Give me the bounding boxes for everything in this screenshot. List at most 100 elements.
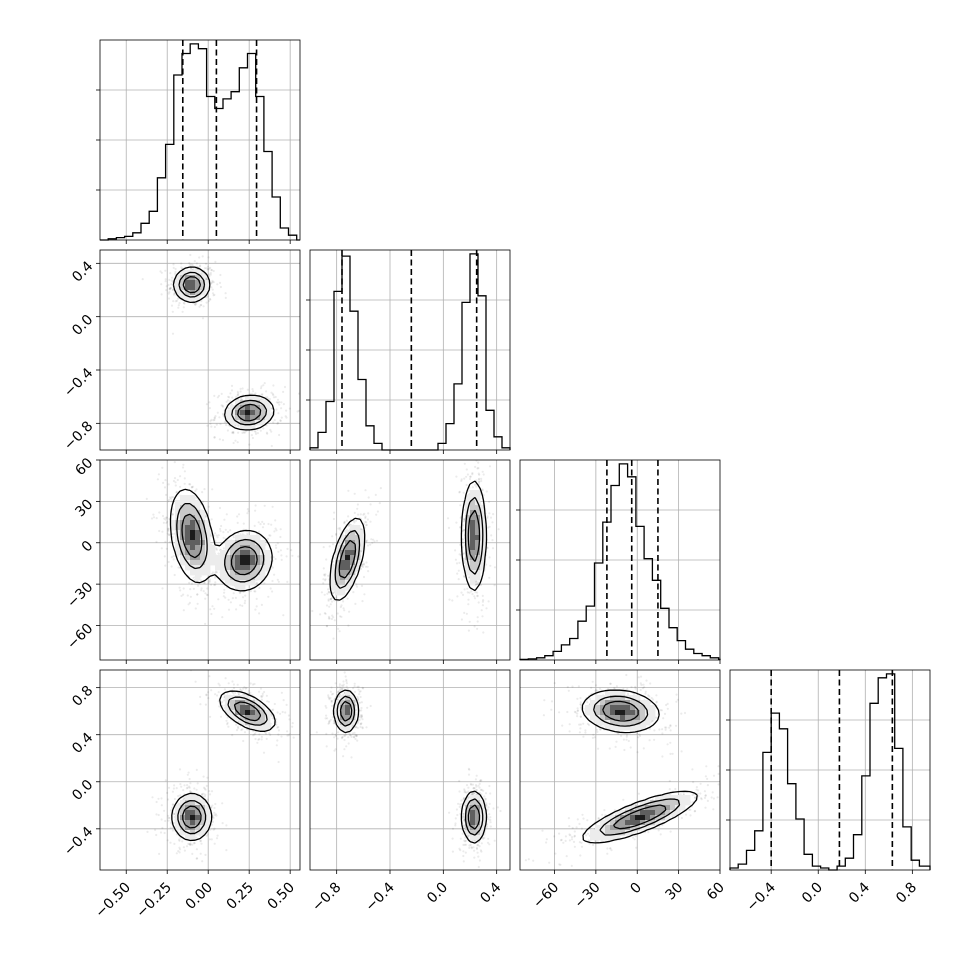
pair-1-density-cell: [180, 560, 186, 566]
pair-2-point: [369, 520, 372, 523]
pair-4-point: [470, 846, 473, 849]
pair-0-point: [181, 310, 184, 313]
pair-2-point: [369, 503, 372, 506]
pair-5-point: [613, 686, 616, 689]
pair-3-point: [286, 734, 289, 737]
pair-2-point: [463, 552, 466, 555]
pair-0-density-cell: [250, 400, 256, 406]
pair-2-point: [330, 600, 334, 603]
pair-2-point: [481, 600, 484, 603]
pair-3-point: [265, 694, 268, 697]
pair-2-point: [462, 541, 465, 544]
pair-0-point: [167, 292, 170, 295]
pair-2-point: [490, 534, 493, 537]
pair-2-density-cell: [345, 550, 351, 556]
pair-0-point: [210, 425, 213, 428]
pair-2-density-cell: [470, 515, 476, 521]
pair-2-density-cell: [465, 530, 471, 536]
pair-1-density-cell: [175, 510, 181, 516]
pair-5-point: [669, 724, 672, 727]
pair-2-point: [348, 610, 351, 613]
pair-0-point: [195, 302, 198, 305]
pair-2-point: [477, 581, 480, 584]
pair-2-density-cell: [335, 565, 341, 571]
pair-1-point: [166, 532, 169, 535]
pair-1-point: [270, 523, 273, 526]
pair-0-density-cell: [240, 420, 246, 426]
pair-2-density-cell: [340, 570, 346, 576]
pair-0-frame: [99, 249, 301, 451]
pair-3-point: [196, 782, 199, 785]
pair-0-point: [230, 384, 234, 387]
pair-2-density-cell: [465, 525, 471, 531]
pair-2-point: [463, 462, 466, 465]
pair-2-point: [467, 629, 470, 632]
pair-0-point: [198, 265, 202, 268]
pair-4-point: [337, 731, 340, 734]
pair-3-point: [258, 733, 261, 736]
pair-1-point: [197, 584, 200, 587]
pair-1-point: [176, 478, 179, 482]
pair-2-point: [366, 539, 369, 542]
pair-1-density-cell: [225, 540, 231, 546]
pair-5-point: [550, 708, 553, 711]
pair-4-density-cell: [475, 805, 481, 811]
pair-3-point: [270, 714, 273, 718]
pair-4-point: [459, 803, 462, 806]
pair-1-density-cell: [235, 540, 241, 546]
pair-1-point: [215, 534, 218, 537]
pair-4-point: [345, 745, 348, 748]
pair-0-point: [218, 281, 222, 284]
pair-2-density-cell: [345, 565, 351, 571]
pair-3-point: [265, 732, 268, 735]
pair-2-point: [367, 512, 370, 515]
pair-3-point: [163, 831, 166, 835]
pair-4-density-cell: [470, 810, 476, 816]
pair-4-point: [484, 792, 488, 795]
pair-0-point: [160, 293, 163, 296]
pair-4-point: [485, 825, 489, 828]
pair-2-point: [446, 517, 450, 520]
pair-4-point: [356, 726, 359, 729]
pair-0-point: [280, 407, 283, 410]
pair-1-point: [263, 504, 266, 507]
pair-4-point: [353, 731, 356, 734]
pair-1-density-cell: [200, 560, 206, 566]
pair-2-point: [357, 513, 360, 516]
pair-2-density-cell: [350, 535, 356, 541]
pair-2-density-cell: [480, 555, 486, 561]
pair-1-density-cell: [255, 575, 261, 581]
pair-3-point: [178, 851, 181, 854]
pair-0-density-cell: [255, 395, 261, 401]
pair-3-point: [215, 837, 219, 840]
pair-0-point: [221, 412, 225, 415]
pair-1-contour-1: [176, 502, 265, 583]
pair-2-point: [486, 526, 490, 529]
pair-1-density-cell: [185, 555, 191, 561]
pair-3-point: [224, 677, 227, 680]
pair-0-point: [211, 288, 214, 291]
pair-4-point: [456, 813, 459, 817]
pair-3-point: [205, 784, 208, 787]
pair-4-point: [489, 821, 492, 824]
hist-0-steps: [100, 43, 300, 241]
pair-2-density-cell: [340, 545, 346, 551]
pair-4-point: [350, 756, 353, 759]
pair-3-point: [185, 787, 188, 790]
pair-1-point: [171, 532, 174, 536]
pair-3-point: [257, 738, 260, 741]
pair-4-point: [467, 796, 470, 799]
pair-0-point: [239, 387, 242, 390]
pair-0-point: [160, 271, 163, 274]
pair-1-point: [209, 608, 212, 611]
pair-0-point: [219, 285, 222, 289]
pair-1-point: [227, 598, 230, 601]
pair-1-point: [190, 582, 193, 585]
pair-3-point: [187, 771, 190, 774]
pair-1-point: [196, 593, 199, 596]
pair-0-point: [298, 392, 300, 395]
pair-3-point: [205, 693, 208, 696]
pair-2-point: [466, 587, 469, 590]
pair-0-density-cell: [205, 280, 211, 286]
pair-1-point: [183, 482, 186, 485]
